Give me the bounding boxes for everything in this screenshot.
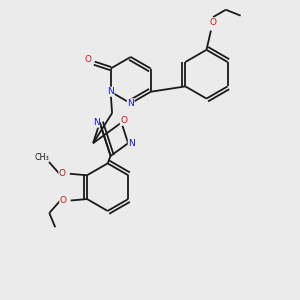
Text: O: O — [209, 18, 217, 27]
Text: O: O — [59, 169, 66, 178]
Text: O: O — [120, 116, 127, 125]
Text: O: O — [60, 196, 67, 205]
Text: O: O — [84, 55, 91, 64]
Text: N: N — [93, 118, 100, 127]
Text: N: N — [107, 87, 114, 96]
Text: N: N — [127, 99, 134, 108]
Text: N: N — [128, 139, 135, 148]
Text: CH₃: CH₃ — [34, 153, 49, 162]
